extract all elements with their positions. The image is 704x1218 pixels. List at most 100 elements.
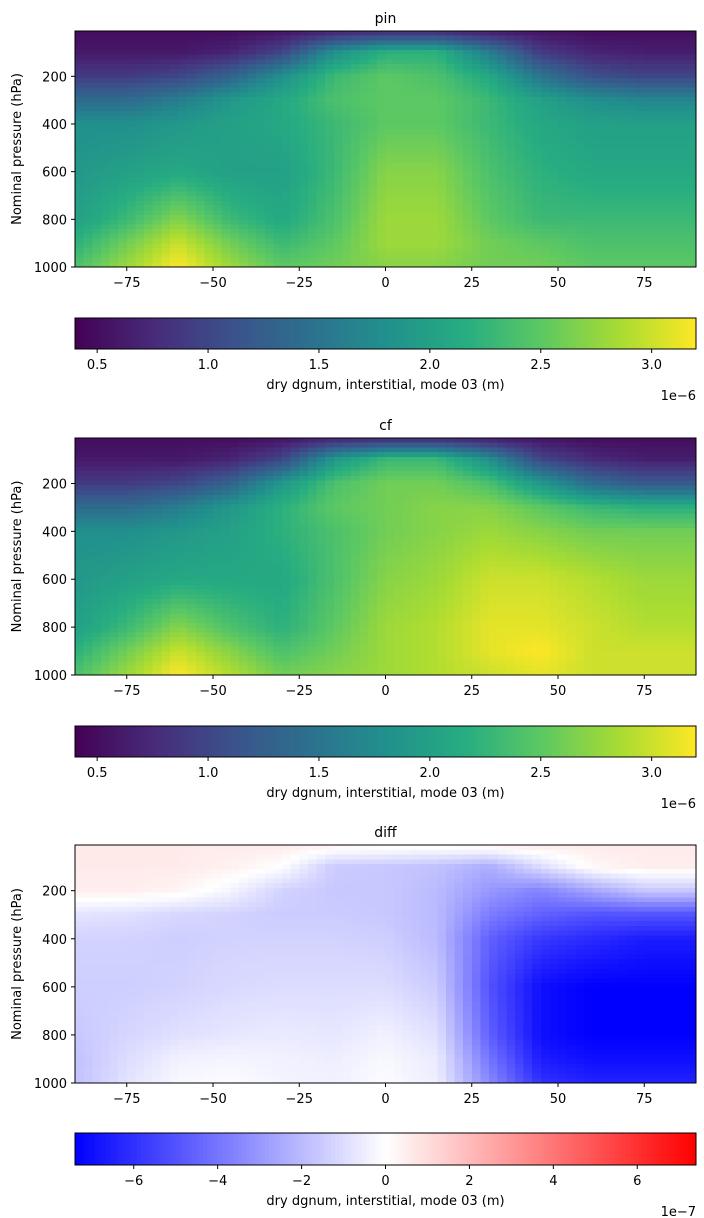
heatmap-cell: [540, 447, 550, 453]
heatmap-cell: [558, 59, 568, 65]
heatmap-cell: [627, 494, 637, 501]
heatmap-cell: [558, 215, 568, 221]
heatmap-cell: [135, 205, 145, 211]
heatmap-cell: [644, 438, 654, 444]
heatmap-cell: [445, 31, 456, 37]
heatmap-cell: [75, 499, 85, 505]
heatmap-cell: [264, 191, 274, 197]
heatmap-cell: [558, 504, 568, 510]
heatmap-cell: [592, 40, 602, 46]
heatmap-cell: [445, 92, 456, 98]
heatmap-cell: [359, 499, 369, 505]
heatmap-cell: [290, 196, 300, 202]
heatmap-cell: [169, 125, 180, 131]
heatmap-cell: [471, 447, 481, 453]
heatmap-cell: [230, 219, 240, 226]
heatmap-cell: [273, 243, 283, 249]
heatmap-cell: [644, 78, 654, 84]
heatmap-cell: [92, 59, 102, 65]
heatmap-cell: [437, 224, 447, 230]
heatmap-cell: [532, 120, 542, 126]
heatmap-cell: [385, 92, 395, 98]
heatmap-cell: [514, 92, 525, 98]
heatmap-cell: [489, 149, 499, 155]
heatmap-cell: [247, 144, 257, 150]
heatmap-cell: [238, 45, 249, 51]
heatmap-cell: [463, 191, 473, 197]
heatmap-cell: [428, 64, 438, 70]
heatmap-cell: [213, 485, 223, 491]
heatmap-cell: [75, 68, 85, 75]
heatmap-cell: [238, 233, 249, 240]
heatmap-cell: [506, 191, 516, 197]
heatmap-cell: [325, 438, 335, 444]
heatmap-cell: [601, 438, 611, 444]
heatmap-cell: [592, 509, 602, 515]
heatmap-cell: [618, 442, 628, 449]
heatmap-cell: [618, 200, 628, 207]
heatmap-cell: [635, 182, 645, 188]
heatmap-cell: [661, 499, 671, 505]
heatmap-cell: [411, 233, 421, 240]
heatmap-cell: [299, 233, 309, 240]
heatmap-cell: [351, 219, 361, 226]
heatmap-cell: [109, 134, 119, 141]
heatmap-cell: [290, 82, 300, 89]
heatmap-cell: [489, 200, 499, 207]
heatmap-cell: [627, 149, 637, 155]
heatmap-cell: [428, 54, 438, 60]
heatmap-cell: [583, 186, 594, 193]
heatmap-cell: [359, 130, 369, 136]
colorbar-segment: [222, 318, 227, 349]
heatmap-cell: [359, 144, 369, 150]
heatmap-cell: [566, 200, 576, 207]
heatmap-cell: [575, 456, 585, 463]
heatmap-cell: [480, 82, 490, 89]
heatmap-cell: [307, 229, 318, 235]
heatmap-cell: [514, 509, 525, 515]
colorbar-segment: [501, 318, 507, 349]
heatmap-cell: [558, 125, 568, 131]
heatmap-cell: [126, 490, 136, 496]
heatmap-cell: [402, 466, 412, 472]
heatmap-cell: [273, 219, 283, 226]
heatmap-cell: [583, 163, 594, 169]
heatmap-cell: [325, 490, 335, 496]
heatmap-cell: [506, 485, 516, 491]
heatmap-cell: [618, 115, 628, 122]
heatmap-cell: [652, 125, 663, 131]
heatmap-cell: [489, 191, 499, 197]
heatmap-cell: [178, 205, 188, 211]
heatmap-cell: [558, 87, 568, 93]
colorbar-segment: [591, 318, 596, 349]
heatmap-cell: [135, 35, 145, 42]
heatmap-cell: [609, 59, 619, 65]
heatmap-cell: [514, 480, 525, 486]
heatmap-cell: [135, 125, 145, 131]
heatmap-cell: [411, 480, 421, 486]
heatmap-cell: [351, 262, 361, 268]
heatmap-cell: [549, 182, 559, 188]
heatmap-cell: [661, 87, 671, 93]
heatmap-cell: [187, 158, 197, 164]
heatmap-cell: [480, 139, 490, 145]
heatmap-cell: [316, 461, 326, 468]
heatmap-cell: [471, 257, 481, 263]
heatmap-cell: [497, 471, 507, 477]
heatmap-cell: [566, 471, 576, 477]
heatmap-cell: [256, 191, 266, 197]
heatmap-cell: [385, 205, 395, 211]
heatmap-cell: [238, 471, 249, 477]
heatmap-cell: [687, 82, 697, 89]
heatmap-cell: [118, 149, 128, 155]
heatmap-cell: [368, 438, 378, 444]
heatmap-cell: [523, 59, 533, 65]
heatmap-cell: [627, 54, 637, 60]
heatmap-cell: [592, 139, 602, 145]
heatmap-cell: [342, 134, 352, 141]
heatmap-cell: [195, 186, 205, 193]
heatmap-cell: [359, 87, 369, 93]
heatmap-cell: [126, 252, 136, 259]
heatmap-cell: [480, 111, 490, 117]
heatmap-cell: [238, 78, 249, 84]
